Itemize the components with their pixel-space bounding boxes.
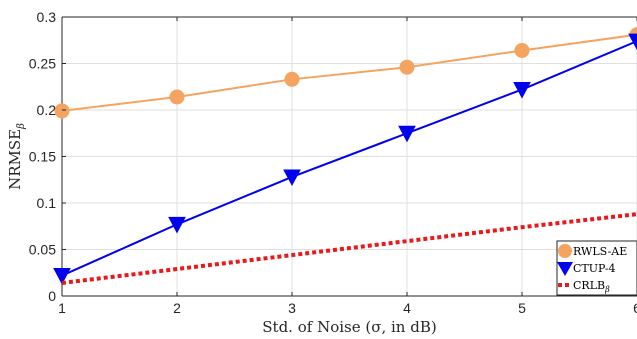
data-point <box>169 89 185 105</box>
data-point <box>398 125 416 143</box>
x-tick-label: 3 <box>288 300 296 316</box>
legend-item: CRLBβ <box>558 279 610 294</box>
data-point <box>53 268 71 285</box>
legend-label: CTUP-4 <box>573 262 616 275</box>
series-line <box>61 212 637 285</box>
legend-label: CRLBβ <box>573 279 610 294</box>
x-tick-label: 1 <box>58 300 66 316</box>
y-tick-label: 0.05 <box>29 242 56 258</box>
y-tick-label: 0.15 <box>29 149 56 165</box>
y-tick-label: 0.3 <box>37 9 57 25</box>
data-point <box>284 71 300 87</box>
series-layer <box>53 27 637 285</box>
data-point <box>514 42 530 58</box>
y-tick-label: 0 <box>48 288 56 304</box>
legend-label-main: CRLB <box>573 279 605 292</box>
legend-label-main: RWLS-AE <box>573 245 627 258</box>
data-point <box>283 169 301 187</box>
series-line <box>61 33 637 112</box>
legend-label: RWLS-AE <box>573 245 627 258</box>
series-ctup-4 <box>53 33 637 285</box>
grid-layer <box>61 16 637 297</box>
data-point <box>513 82 531 99</box>
legend-item: CTUP-4 <box>557 262 616 276</box>
series-rwls-ae <box>54 27 637 119</box>
x-tick-label: 4 <box>403 300 411 316</box>
y-axis-label: NRMSEβ <box>6 123 27 190</box>
x-tick-label: 2 <box>173 300 181 316</box>
legend-marker <box>557 262 573 276</box>
y-tick-label: 0.25 <box>29 56 56 72</box>
data-point <box>168 216 186 234</box>
legend-label-main: CTUP-4 <box>573 262 616 275</box>
series-crlb <box>61 212 637 285</box>
data-point <box>54 103 70 119</box>
data-point <box>628 33 637 51</box>
y-tick-label: 0.1 <box>37 195 57 211</box>
x-tick-label: 6 <box>633 300 637 316</box>
x-axis-label: Std. of Noise (σ, in dB) <box>262 318 436 336</box>
series-line <box>61 40 637 277</box>
legend-item: RWLS-AE <box>558 244 627 258</box>
data-point <box>399 59 415 75</box>
legend-marker <box>558 244 572 258</box>
y-axis-label-main: NRMSE <box>6 129 24 190</box>
legend: RWLS-AE CTUP-4 CRLBβ <box>556 240 637 296</box>
x-tick-label: 5 <box>518 300 526 316</box>
y-axis-label-subscript: β <box>16 123 27 130</box>
y-tick-label: 0.2 <box>37 102 57 118</box>
legend-label-subscript: β <box>604 285 610 294</box>
ticks-layer: 1 2 3 4 5 6 0 0.05 0.1 0.15 0.2 0.25 0.3 <box>29 9 637 316</box>
